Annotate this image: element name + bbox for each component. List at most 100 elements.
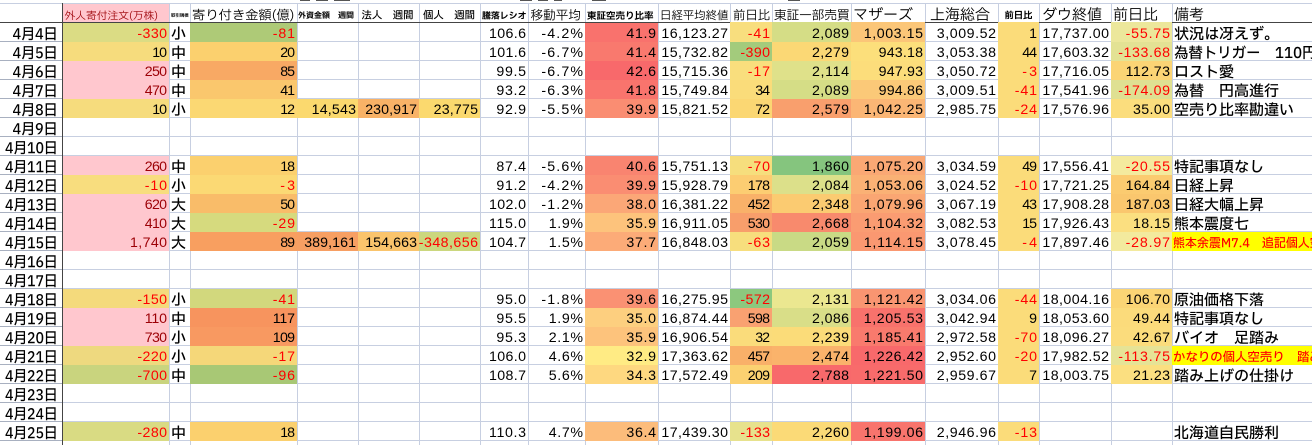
svg-text:-13: -13 (1015, 425, 1037, 441)
svg-text:49.44: 49.44 (1133, 311, 1170, 327)
svg-text:12: 12 (280, 102, 295, 118)
svg-text:17,737.00: 17,737.00 (1042, 26, 1109, 42)
svg-text:947.93: 947.93 (879, 64, 924, 80)
svg-text:106.0: 106.0 (489, 349, 526, 365)
svg-text:230,917: 230,917 (365, 102, 417, 118)
svg-text:17,908.28: 17,908.28 (1042, 197, 1109, 213)
svg-text:1: 1 (1029, 26, 1037, 42)
svg-text:-5.6%: -5.6% (541, 159, 583, 175)
svg-text:-150: -150 (137, 292, 167, 308)
svg-text:115.0: 115.0 (489, 216, 526, 232)
svg-text:-28.97: -28.97 (1126, 235, 1171, 251)
svg-text:994.86: 994.86 (879, 83, 924, 99)
svg-text:87.4: 87.4 (496, 159, 526, 175)
svg-text:2,114: 2,114 (812, 64, 849, 80)
svg-text:410: 410 (145, 216, 167, 232)
svg-text:15,821.52: 15,821.52 (661, 102, 728, 118)
svg-text:1,860: 1,860 (812, 159, 849, 175)
svg-text:-44: -44 (1015, 292, 1037, 308)
svg-text:-17: -17 (273, 349, 295, 365)
svg-text:15,751.13: 15,751.13 (661, 159, 728, 175)
svg-text:-390: -390 (740, 45, 770, 61)
svg-text:164.84: 164.84 (1126, 178, 1171, 194)
svg-text:-20.55: -20.55 (1126, 159, 1171, 175)
svg-text:18.15: 18.15 (1133, 216, 1170, 232)
svg-text:15,732.82: 15,732.82 (661, 45, 728, 61)
svg-text:-41: -41 (273, 292, 295, 308)
svg-text:18,096.27: 18,096.27 (1042, 330, 1109, 346)
svg-text:41: 41 (280, 83, 295, 99)
svg-text:1,185.41: 1,185.41 (864, 330, 923, 346)
svg-text:104.7: 104.7 (489, 235, 526, 251)
svg-text:943.18: 943.18 (879, 45, 924, 61)
svg-text:3,067.19: 3,067.19 (937, 197, 996, 213)
svg-text:32: 32 (755, 330, 770, 346)
svg-text:452: 452 (748, 197, 770, 213)
svg-text:34: 34 (755, 83, 770, 99)
svg-text:72: 72 (755, 102, 770, 118)
svg-text:2,348: 2,348 (812, 197, 849, 213)
svg-text:106.6: 106.6 (489, 26, 526, 42)
svg-text:35.0: 35.0 (626, 311, 656, 327)
svg-text:-1.2%: -1.2% (541, 197, 583, 213)
svg-text:99.5: 99.5 (496, 64, 526, 80)
svg-text:18: 18 (280, 425, 295, 441)
svg-text:15,928.79: 15,928.79 (661, 178, 728, 194)
svg-text:17,556.41: 17,556.41 (1042, 159, 1109, 175)
svg-text:41.9: 41.9 (626, 26, 656, 42)
svg-text:7: 7 (1029, 368, 1037, 384)
svg-text:209: 209 (748, 368, 770, 384)
svg-text:44: 44 (1022, 45, 1037, 61)
svg-text:457: 457 (748, 349, 770, 365)
svg-text:17,576.96: 17,576.96 (1042, 102, 1109, 118)
svg-text:16,906.54: 16,906.54 (661, 330, 728, 346)
svg-text:85: 85 (280, 64, 295, 80)
svg-text:3,009.51: 3,009.51 (937, 83, 996, 99)
svg-text:1,121.42: 1,121.42 (864, 292, 923, 308)
svg-text:2,089: 2,089 (812, 83, 849, 99)
svg-text:35.9: 35.9 (626, 216, 656, 232)
svg-text:2,946.96: 2,946.96 (937, 425, 996, 441)
svg-text:2,089: 2,089 (812, 26, 849, 42)
svg-text:-6.7%: -6.7% (541, 64, 583, 80)
svg-text:17,603.32: 17,603.32 (1042, 45, 1109, 61)
svg-text:-220: -220 (137, 349, 167, 365)
svg-text:109: 109 (273, 330, 295, 346)
svg-text:1,221.50: 1,221.50 (864, 368, 923, 384)
svg-text:620: 620 (145, 197, 167, 213)
svg-text:2,668: 2,668 (812, 216, 849, 232)
svg-text:23,775: 23,775 (434, 102, 479, 118)
svg-text:-70: -70 (1015, 330, 1037, 346)
svg-text:-17: -17 (748, 64, 770, 80)
svg-text:16,381.22: 16,381.22 (661, 197, 728, 213)
svg-text:-4: -4 (1022, 235, 1037, 251)
svg-text:2,579: 2,579 (812, 102, 849, 118)
svg-text:2,086: 2,086 (812, 311, 849, 327)
svg-text:35.9: 35.9 (626, 330, 656, 346)
svg-text:95.5: 95.5 (496, 311, 526, 327)
svg-text:101.6: 101.6 (489, 45, 526, 61)
svg-text:16,874.44: 16,874.44 (661, 311, 728, 327)
svg-text:17,363.62: 17,363.62 (661, 349, 728, 365)
svg-text:10: 10 (152, 45, 167, 61)
svg-text:110: 110 (145, 311, 167, 327)
svg-text:2,788: 2,788 (812, 368, 849, 384)
svg-text:2,260: 2,260 (812, 425, 849, 441)
svg-text:1,003.15: 1,003.15 (864, 26, 923, 42)
svg-text:39.9: 39.9 (626, 178, 656, 194)
svg-text:15,749.84: 15,749.84 (661, 83, 728, 99)
svg-text:2.1%: 2.1% (549, 330, 584, 346)
svg-text:389,161: 389,161 (304, 235, 356, 251)
svg-text:-133: -133 (740, 425, 770, 441)
svg-text:-29: -29 (273, 216, 295, 232)
svg-text:2,059: 2,059 (812, 235, 849, 251)
svg-text:17,716.05: 17,716.05 (1042, 64, 1109, 80)
svg-text:49: 49 (1022, 159, 1037, 175)
svg-text:178: 178 (748, 178, 770, 194)
svg-text:36.4: 36.4 (626, 425, 656, 441)
svg-text:4.6%: 4.6% (549, 349, 584, 365)
svg-text:112.73: 112.73 (1126, 64, 1171, 80)
svg-text:3,009.52: 3,009.52 (937, 26, 996, 42)
svg-text:18,004.16: 18,004.16 (1042, 292, 1109, 308)
svg-text:1,079.96: 1,079.96 (864, 197, 923, 213)
